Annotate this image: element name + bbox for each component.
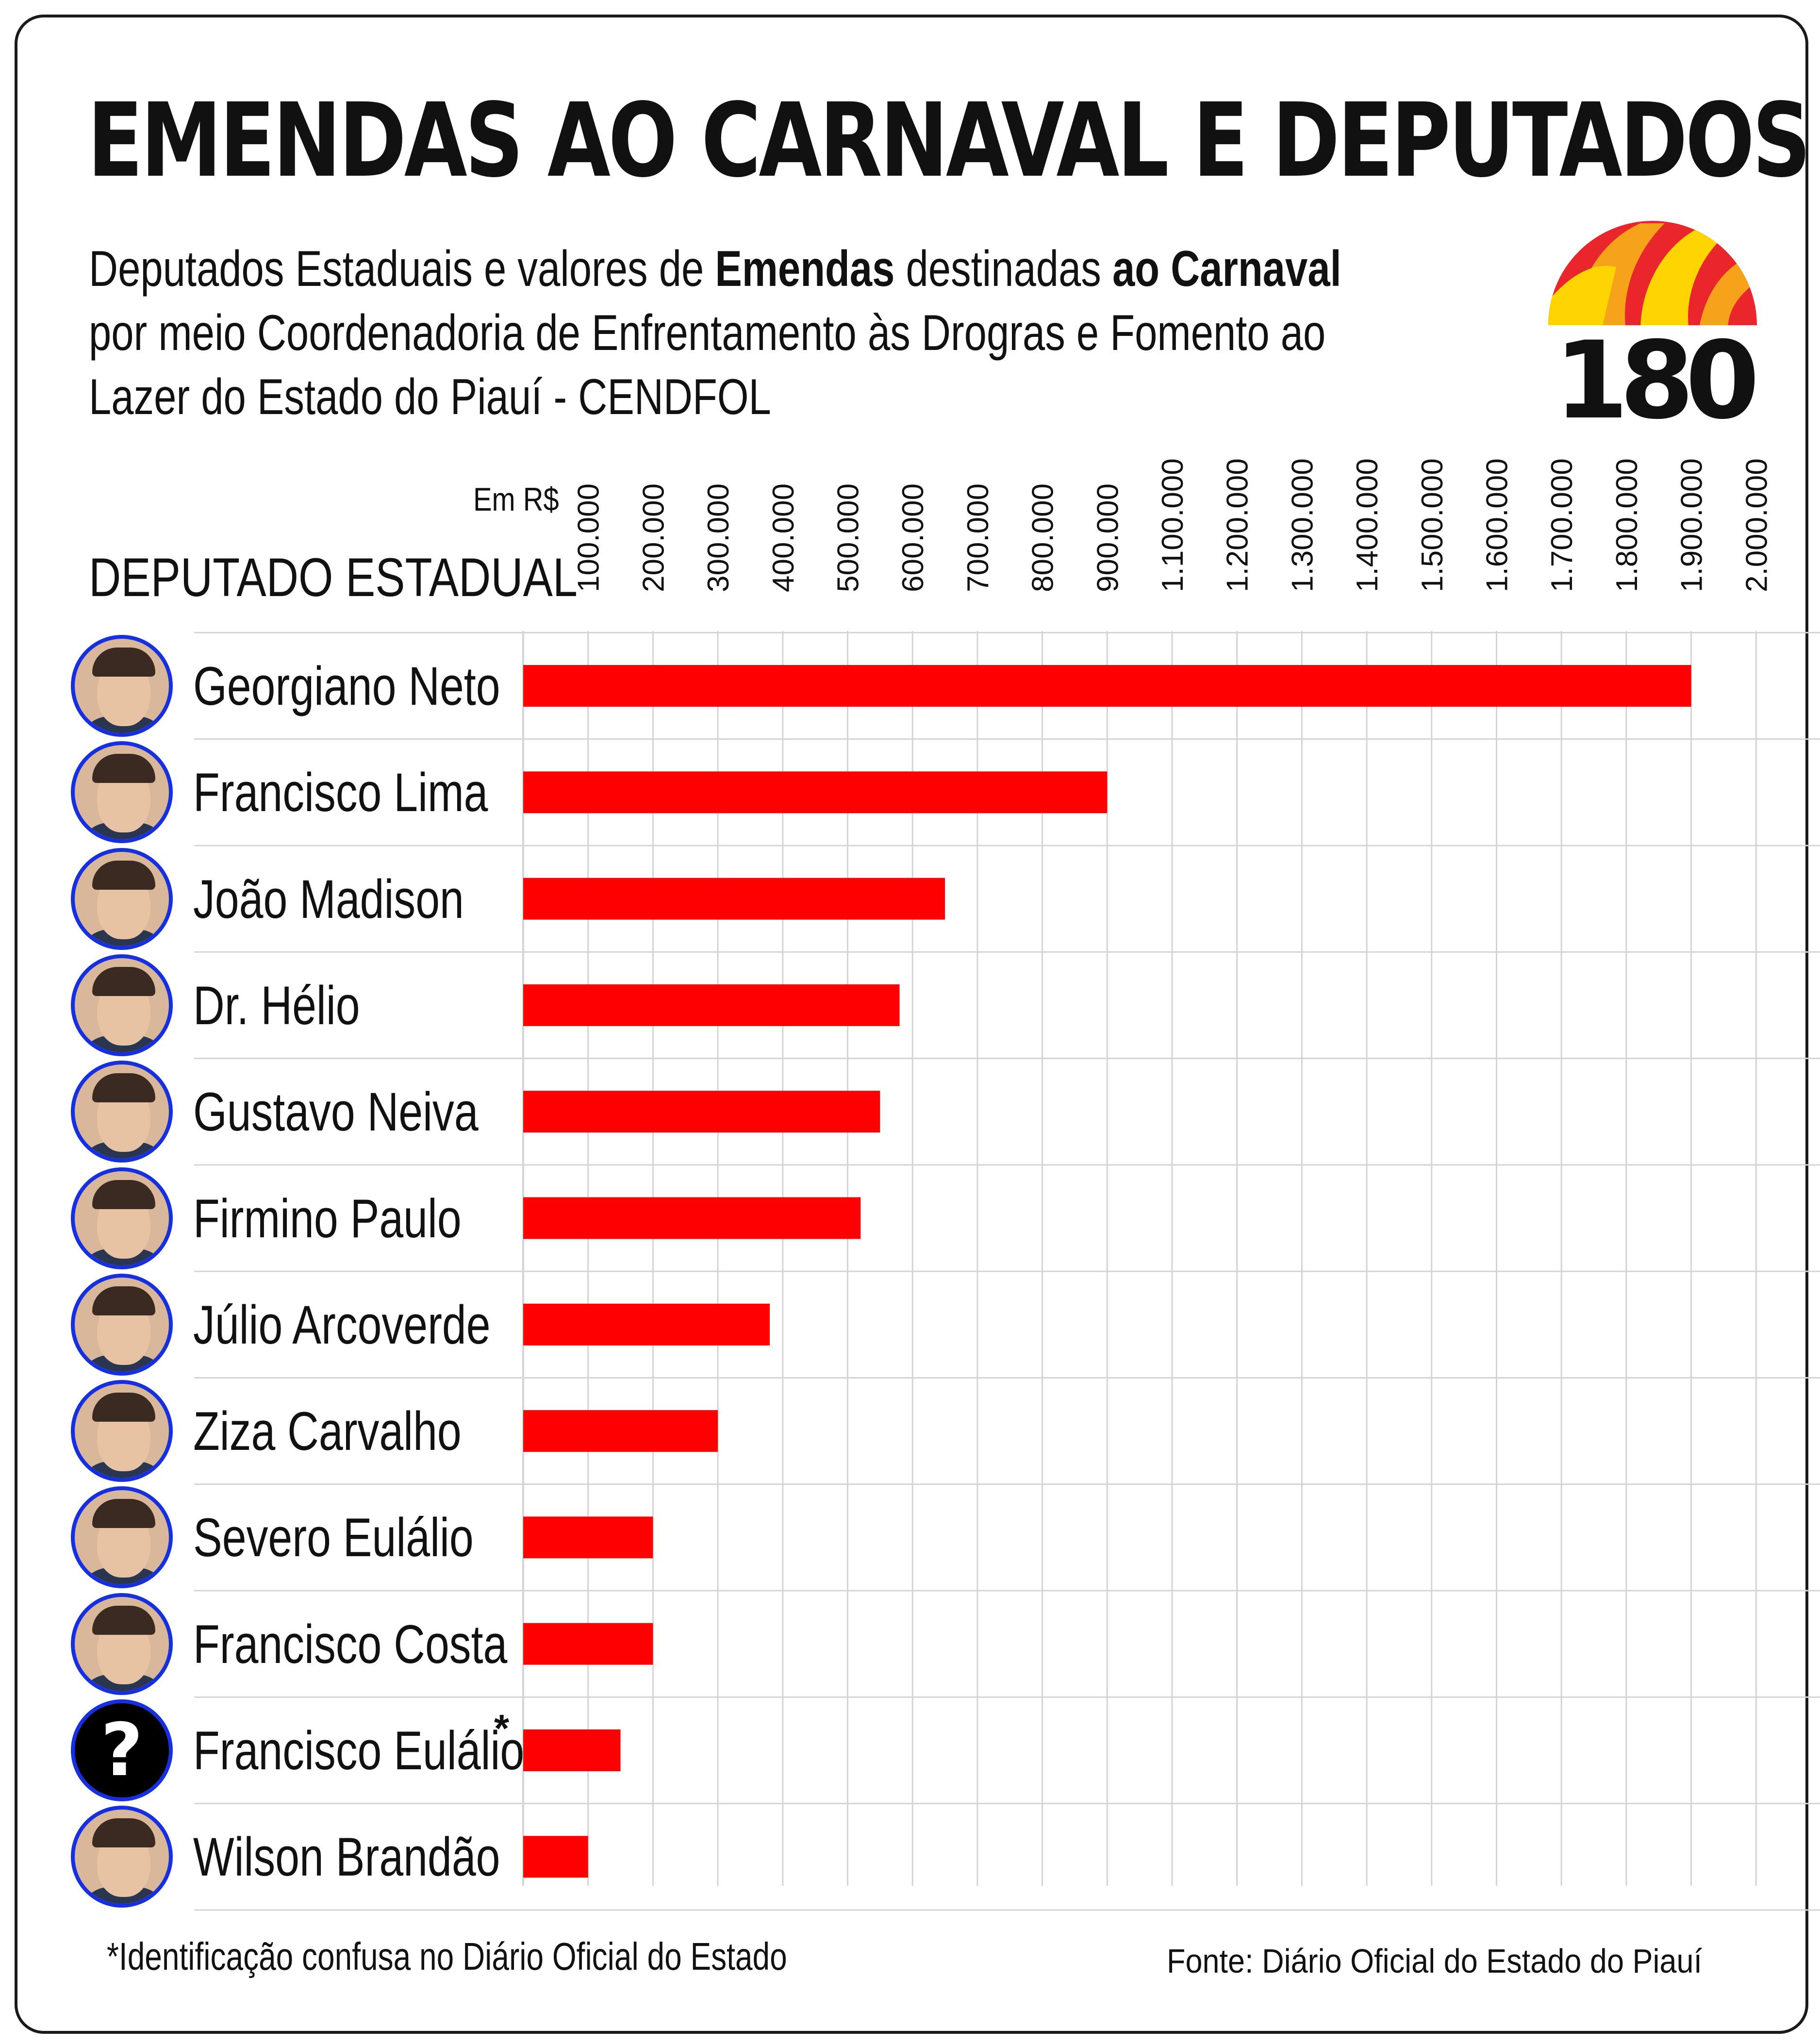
bar [523, 1623, 653, 1665]
deputy-name: Ziza Carvalho [193, 1401, 462, 1462]
bar [523, 1516, 653, 1559]
footnote-marker: * [494, 1707, 510, 1750]
deputy-name: João Madison [193, 868, 464, 930]
x-tick-label: 400.000 [767, 483, 800, 592]
x-tick-label: 800.000 [1026, 483, 1060, 592]
deputy-name: Georgiano Neto [193, 656, 500, 716]
bar [523, 1197, 861, 1239]
x-tick-label: 1.600.000 [1481, 458, 1514, 592]
avatar [71, 635, 173, 737]
avatar-hair [92, 1393, 155, 1422]
footnote: *Identificação confusa no Diário Oficial… [107, 1935, 787, 1978]
avatar-hair [92, 1818, 155, 1848]
avatar [71, 741, 173, 844]
bar [523, 984, 900, 1026]
deputy-name: Firmino Paulo [193, 1188, 462, 1249]
deputy-name: Dr. Hélio [193, 975, 360, 1036]
brand-logo: 180 [1548, 221, 1762, 427]
avatar-hair [92, 648, 155, 677]
deputy-name: Severo Eulálio [193, 1507, 474, 1568]
x-tick-label: 100.000 [572, 483, 606, 592]
avatar [71, 1486, 173, 1589]
subtitle-emphasis: ao Carnaval [1112, 241, 1341, 297]
x-tick-label: 1.400.000 [1351, 458, 1384, 592]
x-tick-label: 1.700.000 [1545, 458, 1579, 592]
avatar-hair [92, 860, 155, 890]
deputy-name: Wilson Brandão [193, 1827, 500, 1888]
x-tick-label: 900.000 [1091, 483, 1125, 592]
subtitle-line-2: por meio Coordenadoria de Enfrentamento … [89, 305, 1326, 361]
x-tick-label: 300.000 [702, 483, 735, 592]
avatar-hair [92, 966, 155, 996]
deputy-name: Gustavo Neiva [193, 1081, 479, 1143]
x-tick-label: 2.000.000 [1740, 458, 1773, 592]
deputy-name: Francisco Eulálio [193, 1720, 525, 1781]
subtitle-text: destinadas [894, 241, 1113, 297]
subtitle-text: Deputados Estaduais e valores de [89, 241, 715, 297]
avatar: ? [71, 1699, 173, 1801]
x-tick-label: 500.000 [832, 483, 865, 592]
deputy-name: Francisco Lima [193, 762, 488, 823]
deputy-name: Júlio Arcoverde [193, 1294, 491, 1355]
x-tick-label: 1.800.000 [1610, 458, 1644, 592]
bar [523, 1729, 621, 1771]
bar [523, 665, 1691, 707]
x-tick-label: 1.100.000 [1156, 458, 1190, 592]
avatar-hair [92, 1605, 155, 1635]
x-tick-label: 1.300.000 [1286, 458, 1319, 592]
x-tick-label: 1.500.000 [1416, 458, 1449, 592]
bar [523, 1836, 588, 1878]
avatar [71, 1061, 173, 1163]
avatar-hair [92, 1180, 155, 1209]
bar [523, 1303, 770, 1346]
avatar [71, 1167, 173, 1269]
x-tick-label: 1.200.000 [1221, 458, 1255, 592]
subtitle: Deputados Estaduais e valores de Emendas… [89, 237, 1564, 429]
subtitle-line-1: Deputados Estaduais e valores de Emendas… [89, 237, 1564, 301]
question-mark-icon: ? [100, 1708, 143, 1793]
avatar-hair [92, 1286, 155, 1315]
source-credit: Fonte: Diário Oficial do Estado do Piauí [1167, 1942, 1703, 1980]
x-tick-label: 1.900.000 [1675, 458, 1709, 592]
deputy-name: Francisco Costa [193, 1613, 508, 1675]
y-axis-header: DEPUTADO ESTADUAL [89, 547, 578, 608]
bar [523, 1410, 718, 1452]
logo-text: 180 [1554, 318, 1754, 427]
avatar [71, 954, 173, 1056]
subtitle-line-3: Lazer do Estado do Piauí - CENDFOL [89, 369, 771, 425]
x-tick-label: 200.000 [637, 483, 670, 592]
x-axis-unit-label: Em R$ [473, 481, 559, 518]
x-tick-label: 700.000 [961, 483, 995, 592]
bar [523, 1091, 880, 1133]
avatar-hair [92, 754, 155, 783]
bar [523, 878, 945, 920]
avatar [71, 1806, 173, 1908]
avatar-hair [92, 1499, 155, 1529]
subtitle-emphasis: Emendas [715, 241, 895, 297]
x-tick-label: 600.000 [896, 483, 930, 592]
avatar [71, 1273, 173, 1376]
avatar [71, 1593, 173, 1695]
avatar [71, 1380, 173, 1482]
avatar-hair [92, 1073, 155, 1103]
avatar [71, 848, 173, 950]
bar [523, 771, 1108, 814]
